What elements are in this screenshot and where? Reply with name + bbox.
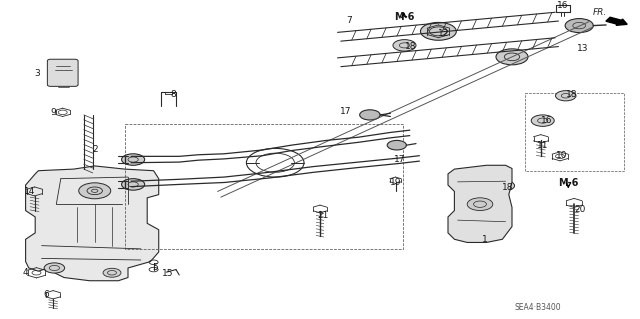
- Text: 15: 15: [162, 269, 173, 278]
- Circle shape: [467, 198, 493, 211]
- Text: 13: 13: [577, 44, 588, 53]
- Text: 19: 19: [390, 178, 402, 187]
- Text: 18: 18: [502, 183, 513, 192]
- Text: 7: 7: [346, 16, 351, 25]
- Polygon shape: [26, 166, 159, 281]
- Text: 18: 18: [405, 42, 417, 51]
- Circle shape: [393, 40, 416, 51]
- Bar: [125, 124, 403, 249]
- Circle shape: [420, 22, 456, 40]
- Text: 4: 4: [23, 268, 28, 277]
- Text: 14: 14: [24, 187, 36, 196]
- FancyBboxPatch shape: [47, 59, 78, 86]
- Text: M-6: M-6: [558, 178, 579, 188]
- Text: 3: 3: [35, 69, 40, 78]
- Text: 8: 8: [170, 90, 175, 99]
- Text: 10: 10: [556, 151, 567, 160]
- Text: 16: 16: [557, 1, 568, 10]
- Text: 5: 5: [152, 263, 157, 271]
- Circle shape: [122, 179, 145, 190]
- Polygon shape: [448, 165, 512, 242]
- Circle shape: [531, 115, 554, 126]
- Text: 21: 21: [317, 211, 329, 220]
- FancyArrow shape: [606, 17, 627, 25]
- Circle shape: [556, 91, 576, 101]
- Text: 16: 16: [541, 116, 553, 125]
- Circle shape: [360, 110, 380, 120]
- Circle shape: [79, 183, 111, 199]
- Circle shape: [44, 263, 65, 273]
- Text: 2: 2: [92, 145, 97, 154]
- Text: M-6: M-6: [394, 12, 414, 22]
- Text: 6: 6: [44, 290, 49, 299]
- Text: SEA4·B3400: SEA4·B3400: [515, 303, 561, 312]
- Text: 1: 1: [483, 235, 488, 244]
- Text: 18: 18: [566, 90, 578, 99]
- Circle shape: [122, 154, 145, 165]
- Circle shape: [565, 19, 593, 33]
- Text: 11: 11: [537, 141, 548, 150]
- Text: FR.: FR.: [593, 8, 607, 17]
- Circle shape: [494, 181, 515, 191]
- Circle shape: [387, 140, 406, 150]
- Text: 9: 9: [51, 108, 56, 117]
- Bar: [525, 93, 624, 171]
- Text: 17: 17: [340, 107, 351, 115]
- Circle shape: [103, 268, 121, 277]
- Text: 17: 17: [394, 155, 405, 164]
- Circle shape: [496, 49, 528, 65]
- Text: 20: 20: [575, 205, 586, 214]
- Text: 12: 12: [438, 29, 449, 38]
